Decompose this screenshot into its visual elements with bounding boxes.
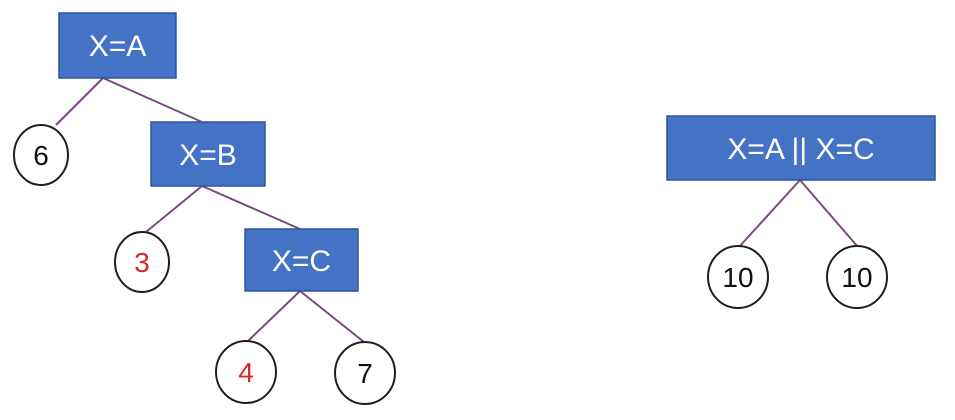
leaf-7: 7	[334, 341, 396, 405]
node-x-b-label: X=B	[179, 139, 237, 172]
leaf-3: 3	[114, 231, 170, 293]
node-x-c: X=C	[244, 228, 359, 292]
leaf-6: 6	[13, 124, 69, 186]
right-tree-edges	[738, 179, 859, 248]
node-x-a: X=A	[58, 12, 177, 79]
edge-xa-to-xb	[102, 77, 203, 123]
edge-xb-to-leaf-3	[145, 185, 203, 233]
leaf-10-right-value: 10	[841, 262, 872, 293]
leaf-10-left: 10	[707, 245, 769, 309]
node-x-a-or-x-c: X=A || X=C	[666, 115, 936, 181]
left-tree-edges	[55, 77, 365, 343]
edge-xb-to-xc	[201, 185, 301, 230]
leaf-7-value: 7	[357, 358, 373, 389]
node-x-c-label: X=C	[272, 245, 331, 278]
leaf-4-value: 4	[238, 357, 254, 388]
leaf-3-value: 3	[134, 247, 150, 278]
edge-root-to-left-leaf	[738, 179, 801, 248]
node-x-a-label: X=A	[89, 30, 147, 63]
leaf-10-left-value: 10	[722, 262, 753, 293]
edge-xa-to-leaf-6	[55, 77, 104, 126]
edge-xc-to-leaf-4	[247, 290, 301, 342]
leaf-6-value: 6	[33, 140, 49, 171]
edge-xc-to-leaf-7	[299, 290, 365, 343]
edge-root-to-right-leaf	[799, 179, 859, 248]
node-x-b: X=B	[150, 121, 266, 187]
leaf-4: 4	[215, 340, 277, 404]
node-x-a-or-x-c-label: X=A || X=C	[727, 133, 874, 166]
leaf-10-right: 10	[826, 245, 888, 309]
